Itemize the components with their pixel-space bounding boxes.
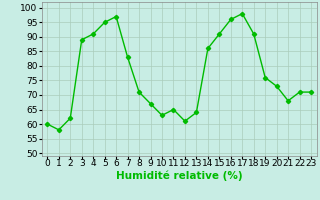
X-axis label: Humidité relative (%): Humidité relative (%) [116, 171, 243, 181]
